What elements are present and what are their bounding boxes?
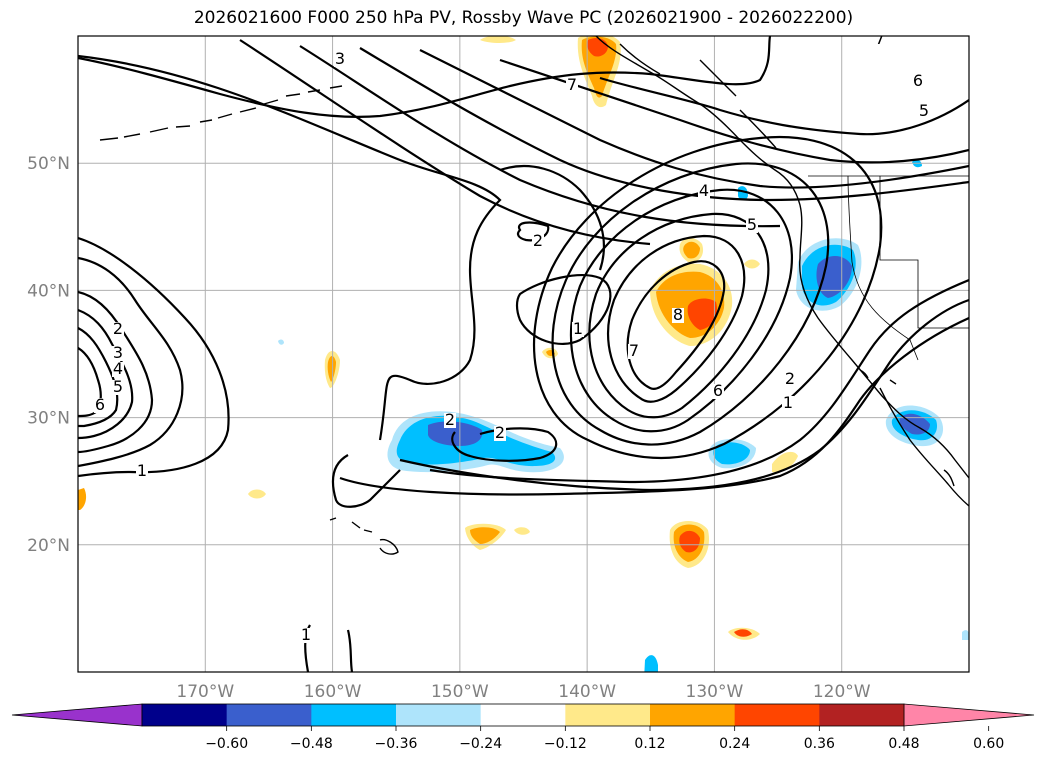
contour-label: 2 xyxy=(533,231,543,250)
colorbar-segment xyxy=(396,704,482,726)
contour-label-bg xyxy=(712,384,724,399)
contour-label-bg xyxy=(782,396,794,411)
colorbar-tick-label: 0.48 xyxy=(888,736,919,752)
colorbar-tick-label: 0.36 xyxy=(804,736,835,752)
contour-label: 5 xyxy=(747,215,757,234)
contour-label-bg xyxy=(746,218,758,233)
contour-label: 2 xyxy=(445,410,455,429)
colorbar-tick-label: 0.24 xyxy=(719,736,750,752)
contour-label-bg xyxy=(112,346,124,361)
contour-label: 7 xyxy=(875,29,885,48)
contour-label-bg xyxy=(918,104,930,119)
contour-label: 6 xyxy=(713,381,723,400)
contour-label-bg xyxy=(112,362,124,377)
contour-label: 6 xyxy=(95,395,105,414)
contour-label-bg xyxy=(494,426,506,441)
contour-label-bg xyxy=(112,322,124,337)
colorbar-segment xyxy=(565,704,651,726)
aleutian-islands xyxy=(99,85,343,141)
contour-label: 5 xyxy=(919,101,929,120)
contour-label: 8 xyxy=(673,305,683,324)
colorbar-segment xyxy=(142,704,228,726)
colorbar-tick-label: −0.48 xyxy=(290,736,333,752)
coastlines xyxy=(99,36,969,555)
colorbar-segment xyxy=(734,704,820,726)
contour-label: 3 xyxy=(335,49,345,68)
pv-contour-west-lobe-1 xyxy=(78,256,184,468)
contour-label: 2 xyxy=(785,369,795,388)
colorbar: −0.60 −0.48 −0.36 −0.24 −0.12 0.12 0.24 0.36 0.4… xyxy=(11,703,1035,752)
lat-tick-label: 50°N xyxy=(27,154,70,174)
contour-label: 5 xyxy=(113,377,123,396)
colorbar-tick-label: −0.12 xyxy=(544,736,587,752)
pv-contour-southeast xyxy=(429,278,969,484)
contour-label: 3 xyxy=(113,343,123,362)
contour-label: 4 xyxy=(113,359,123,378)
pv-contour-ridge-1 xyxy=(599,76,969,136)
colorbar-tick-label: 0.12 xyxy=(634,736,665,752)
contour-label-bg xyxy=(334,52,346,67)
colorbar-tick-label: −0.36 xyxy=(375,736,418,752)
lon-tick-label: 160°W xyxy=(304,682,362,702)
map-gridlines xyxy=(78,36,969,672)
colorbar-segment xyxy=(819,704,905,726)
colorbar-extend-low xyxy=(11,703,143,727)
lat-tick-label: 30°N xyxy=(27,409,70,429)
negative-anomaly-core-1 xyxy=(428,421,483,446)
contour-label-bg xyxy=(628,344,640,359)
colorbar-segment xyxy=(226,704,312,726)
political-borders xyxy=(808,175,969,361)
pv-contours xyxy=(78,36,969,672)
lat-tick-label: 40°N xyxy=(27,281,70,301)
colorbar-extend-high xyxy=(903,703,1035,727)
contour-label: 6 xyxy=(913,71,923,90)
contour-label-bg xyxy=(94,398,106,413)
contour-label: 2 xyxy=(495,423,505,442)
contour-label-bg xyxy=(300,628,312,643)
contour-label-bg xyxy=(912,74,924,89)
contour-label-bg xyxy=(112,380,124,395)
contour-label: 7 xyxy=(567,75,577,94)
contour-label-bg xyxy=(672,308,684,323)
contour-label-bg xyxy=(874,36,886,47)
colorbar-border xyxy=(141,703,905,727)
contour-label: 7 xyxy=(629,341,639,360)
latitude-labels: 20°N 30°N 40°N 50°N xyxy=(27,154,70,556)
lon-tick-label: 170°W xyxy=(176,682,234,702)
colorbar-tick-label: −0.60 xyxy=(205,736,248,752)
lon-tick-label: 130°W xyxy=(686,682,744,702)
contour-label-bg xyxy=(698,184,710,199)
map-frame xyxy=(77,35,970,673)
colorbar-segment xyxy=(650,704,736,726)
colorbar-segment xyxy=(480,704,566,726)
contour-label: 1 xyxy=(301,625,311,644)
map-title: 2026021600 F000 250 hPa PV, Rossby Wave … xyxy=(193,8,854,28)
pv-contour-north-1 xyxy=(78,36,772,118)
contour-label: 4 xyxy=(699,181,709,200)
lon-tick-label: 140°W xyxy=(558,682,616,702)
longitude-labels: 170°W 160°W 150°W 140°W 130°W 120°W xyxy=(176,682,870,702)
colorbar-segment xyxy=(311,704,397,726)
contour-label-bg xyxy=(532,234,544,249)
contour-label-bg xyxy=(572,322,584,337)
lat-tick-label: 20°N xyxy=(27,536,70,556)
hawaii-islands xyxy=(329,517,399,555)
contour-label: 1 xyxy=(573,319,583,338)
pv-contour-hawaii xyxy=(304,624,311,672)
colorbar-tick-label: 0.60 xyxy=(973,736,1004,752)
lon-tick-label: 120°W xyxy=(813,682,871,702)
contour-label: 1 xyxy=(783,393,793,412)
pv-contour-trough-inner xyxy=(626,260,726,390)
contour-label: 2 xyxy=(113,319,123,338)
lon-tick-label: 150°W xyxy=(431,682,489,702)
contour-label-bg xyxy=(444,413,456,428)
contour-label: 1 xyxy=(137,461,147,480)
colorbar-tick-label: −0.24 xyxy=(459,736,502,752)
contour-label-bg xyxy=(136,464,148,479)
baja-coastline xyxy=(879,387,969,507)
contour-label-bg xyxy=(566,78,578,93)
contour-label-bg xyxy=(784,372,796,387)
